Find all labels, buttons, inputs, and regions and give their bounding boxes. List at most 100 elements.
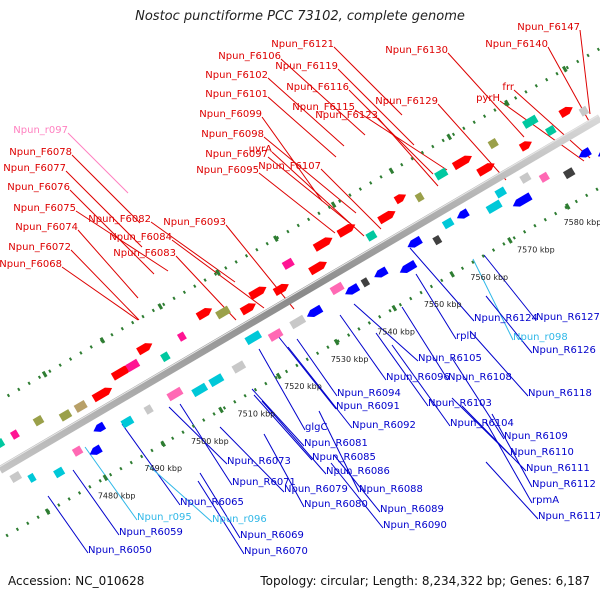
leader-line [483,254,537,321]
gene-box [215,305,231,320]
major-tick [41,370,48,378]
bottom-gene-label: Npun_R6059 [119,527,183,538]
tick-lines [0,46,600,542]
bottom-gene-label: Npun_R6073 [227,456,291,467]
bottom-gene-label: Npun_R6089 [380,504,444,515]
gene-labels: Npun_r097 Npun_F6078 Npun_F6077 Npun_F6076 N… [0,22,600,557]
forward-gene-arrow [312,237,333,252]
top-gene-label: Npun_F6076 [7,182,70,193]
scale-label: 7520 kbp [284,382,322,391]
bottom-gene-label: Npun_R6118 [528,388,592,399]
leader-line [261,116,323,202]
bottom-gene-label: Npun_R6090 [383,520,447,531]
gene-box [120,415,135,429]
gene-box [125,358,141,373]
leader-line [199,472,241,539]
top-gene-label: Npun_F6072 [8,242,71,253]
major-tick [561,65,568,73]
top-gene-label: Npun_F6082 [88,214,151,225]
reverse-gene-arrow [578,147,592,158]
leader-line [258,348,306,431]
leader-line [263,136,357,214]
major-tick [160,440,167,448]
top-gene-label: Npun_F6078 [9,147,72,158]
top-gene-label: Npun_F6106 [218,51,281,62]
bottom-gene-label: Npun_R6096 [386,372,450,383]
leader-line [320,168,382,230]
major-tick [391,304,398,312]
bottom-gene-label: Npun_R6110 [510,447,574,458]
top-gene-label: Npun_F6107 [258,161,321,172]
major-tick [333,338,340,346]
leader-line [267,156,353,226]
scale-label: 7530 kbp [331,355,369,364]
leader-line [353,303,419,362]
bottom-gene-label: Npun_R6104 [450,418,514,429]
leader-line [179,403,233,486]
forward-gene-arrow [272,283,289,297]
leader-line [75,210,169,272]
reverse-gene-arrow [345,283,361,295]
bottom-gene-label: Npun_R6088 [359,484,423,495]
gene-box [432,234,443,246]
scale-label: 7500 kbp [191,437,229,446]
major-tick [275,372,282,380]
top-gene-label: Npun_F6084 [109,232,172,243]
leader-line [375,332,429,407]
gene-box [73,400,88,413]
top-gene-label: Npun_F6129 [375,96,438,107]
top-gene-label: uvrA [249,144,272,155]
scale-label: 7560 kbp [470,273,508,282]
top-gene-label: Npun_F6116 [286,82,349,93]
major-tick [273,235,279,242]
leader-line [377,117,439,187]
leader-line [337,68,415,146]
top-gene-label: Npun_F6095 [196,165,259,176]
scale-label: 7480 kbp [98,491,136,500]
top-gene-label: Npun_F6099 [199,109,262,120]
leader-line [84,446,138,521]
leader-line [121,423,181,506]
major-tick [564,203,571,210]
leader-line [491,413,533,488]
top-gene-label: Npun_F6077 [3,163,66,174]
top-gene-label: frr [502,82,514,93]
forward-gene-arrow [377,210,396,225]
forward-gene-arrow [393,194,407,205]
reverse-gene-arrow [374,266,389,278]
leader-line [391,344,451,427]
leader-line [168,406,228,465]
leader-line [267,96,337,158]
leader-line [225,224,295,310]
gene-box [434,167,449,181]
gene-box [522,114,539,129]
leader-line [485,461,539,520]
gene-box [289,314,307,330]
accession-text: Accession: NC_010628 [8,574,145,588]
gene-box [544,124,557,137]
top-gene-label: pyrH [476,93,500,104]
gene-box [176,331,187,342]
leader-line [69,189,155,275]
leader-line [219,426,285,493]
gene-box [143,404,154,415]
reverse-gene-arrow [512,192,533,207]
forward-gene-arrow [336,224,356,238]
leader-line [447,52,525,138]
bottom-gene-label: Npun_R6065 [180,497,244,508]
scale-label: 7490 kbp [144,464,182,473]
major-tick [99,336,106,344]
top-gene-label: Npun_F6068 [0,259,62,270]
major-tick [330,201,337,209]
backbone-band [0,114,600,474]
gene-box [0,438,6,448]
bottom-gene-label: rplU [456,331,477,342]
bottom-gene-label: Npun_R6069 [240,530,304,541]
bottom-gene-label: Npun_R6079 [284,484,348,495]
leader-line [579,29,591,115]
leader-line [47,495,89,554]
scale-label: 7540 kbp [377,327,415,336]
leader-line [271,151,365,237]
leader-line [251,388,305,447]
leader-line [333,46,403,116]
